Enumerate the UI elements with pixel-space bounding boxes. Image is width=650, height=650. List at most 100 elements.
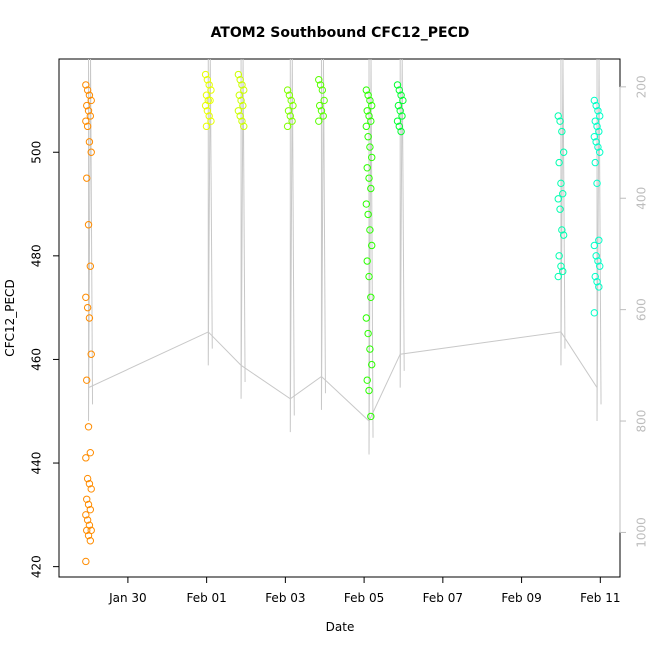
- data-point: [396, 107, 404, 115]
- data-point: [84, 423, 93, 431]
- x-tick-label: Feb 09: [501, 591, 541, 605]
- data-point: [287, 96, 295, 105]
- data-point: [283, 122, 292, 131]
- data-point: [596, 148, 604, 156]
- x-tick-label: Feb 11: [580, 591, 620, 605]
- data-point: [84, 531, 93, 540]
- data-point: [205, 112, 213, 120]
- data-point: [556, 205, 564, 213]
- data-point: [236, 76, 244, 84]
- data-point: [285, 91, 294, 99]
- profile-cast-line: [596, 58, 602, 422]
- data-point: [83, 495, 91, 503]
- data-point: [394, 101, 403, 110]
- data-point: [201, 101, 210, 110]
- y2-tick-label: 600: [635, 298, 649, 321]
- data-point: [366, 96, 374, 105]
- data-point: [363, 376, 371, 384]
- data-point: [235, 91, 243, 99]
- data-point: [289, 101, 297, 110]
- y-tick-label: 440: [30, 452, 44, 475]
- data-point: [83, 101, 91, 110]
- chart-title: ATOM2 Southbound CFC12_PECD: [211, 25, 470, 41]
- data-point: [87, 96, 95, 105]
- data-point: [398, 112, 406, 120]
- data-point: [82, 81, 90, 89]
- data-point: [365, 174, 373, 182]
- data-point: [554, 272, 562, 281]
- data-point: [367, 184, 375, 193]
- data-point: [559, 189, 567, 198]
- data-point: [363, 257, 371, 265]
- data-point: [84, 107, 93, 115]
- y-tick-label: 460: [30, 348, 44, 371]
- data-point: [238, 81, 246, 89]
- data-point: [238, 117, 246, 125]
- data-point: [594, 143, 602, 151]
- data-point: [368, 153, 376, 162]
- data-point: [207, 86, 215, 94]
- data-point: [87, 485, 95, 493]
- data-point: [364, 329, 372, 338]
- y-axis-label: CFC12_PECD: [3, 279, 17, 356]
- data-point: [367, 117, 375, 125]
- data-point: [316, 81, 325, 89]
- profile-cast-line: [207, 58, 213, 366]
- data-point: [363, 164, 371, 172]
- data-point: [85, 91, 94, 99]
- profile-cast-line: [88, 58, 94, 422]
- data-point: [203, 107, 212, 115]
- data-point: [393, 81, 402, 89]
- points-layer: [82, 70, 604, 566]
- data-point: [315, 76, 323, 84]
- x-tick-label: Feb 01: [186, 591, 226, 605]
- data-point: [362, 122, 371, 131]
- data-point: [86, 537, 95, 545]
- data-point: [201, 70, 210, 79]
- data-point: [593, 278, 601, 286]
- data-point: [591, 117, 599, 125]
- data-point: [85, 138, 94, 146]
- data-point: [87, 148, 95, 156]
- profile-layer: [88, 58, 602, 455]
- data-point: [554, 112, 562, 120]
- data-point: [559, 267, 567, 276]
- data-point: [87, 350, 95, 358]
- data-point: [86, 505, 95, 514]
- data-point: [82, 454, 90, 462]
- data-point: [82, 511, 90, 519]
- data-point: [590, 241, 599, 250]
- data-point: [590, 133, 599, 141]
- data-point: [364, 133, 372, 141]
- y2-tick-label: 1000: [635, 517, 649, 548]
- data-point: [397, 91, 405, 99]
- x-axis-label: Date: [326, 620, 355, 634]
- data-point: [320, 96, 328, 105]
- data-point: [591, 272, 599, 281]
- data-point: [397, 127, 405, 136]
- data-point: [83, 516, 92, 524]
- data-point: [240, 122, 248, 131]
- x-tick-label: Feb 03: [265, 591, 305, 605]
- data-point: [362, 314, 371, 322]
- data-point: [284, 107, 293, 115]
- data-point: [362, 200, 371, 208]
- data-point: [202, 122, 211, 131]
- x-tick-label: Feb 07: [423, 591, 463, 605]
- data-point: [557, 262, 565, 270]
- x-tick-label: Jan 30: [108, 591, 147, 605]
- data-point: [83, 474, 92, 483]
- data-point: [286, 112, 294, 120]
- data-point: [595, 283, 603, 291]
- data-point: [367, 412, 375, 421]
- data-point: [559, 148, 568, 156]
- data-point: [590, 96, 599, 105]
- profile-cast-line: [320, 58, 326, 410]
- data-point: [83, 174, 91, 182]
- data-point: [558, 226, 566, 234]
- data-point: [318, 86, 327, 94]
- data-point: [203, 76, 212, 84]
- data-point: [363, 107, 371, 115]
- data-point: [590, 309, 599, 317]
- data-point: [288, 117, 296, 125]
